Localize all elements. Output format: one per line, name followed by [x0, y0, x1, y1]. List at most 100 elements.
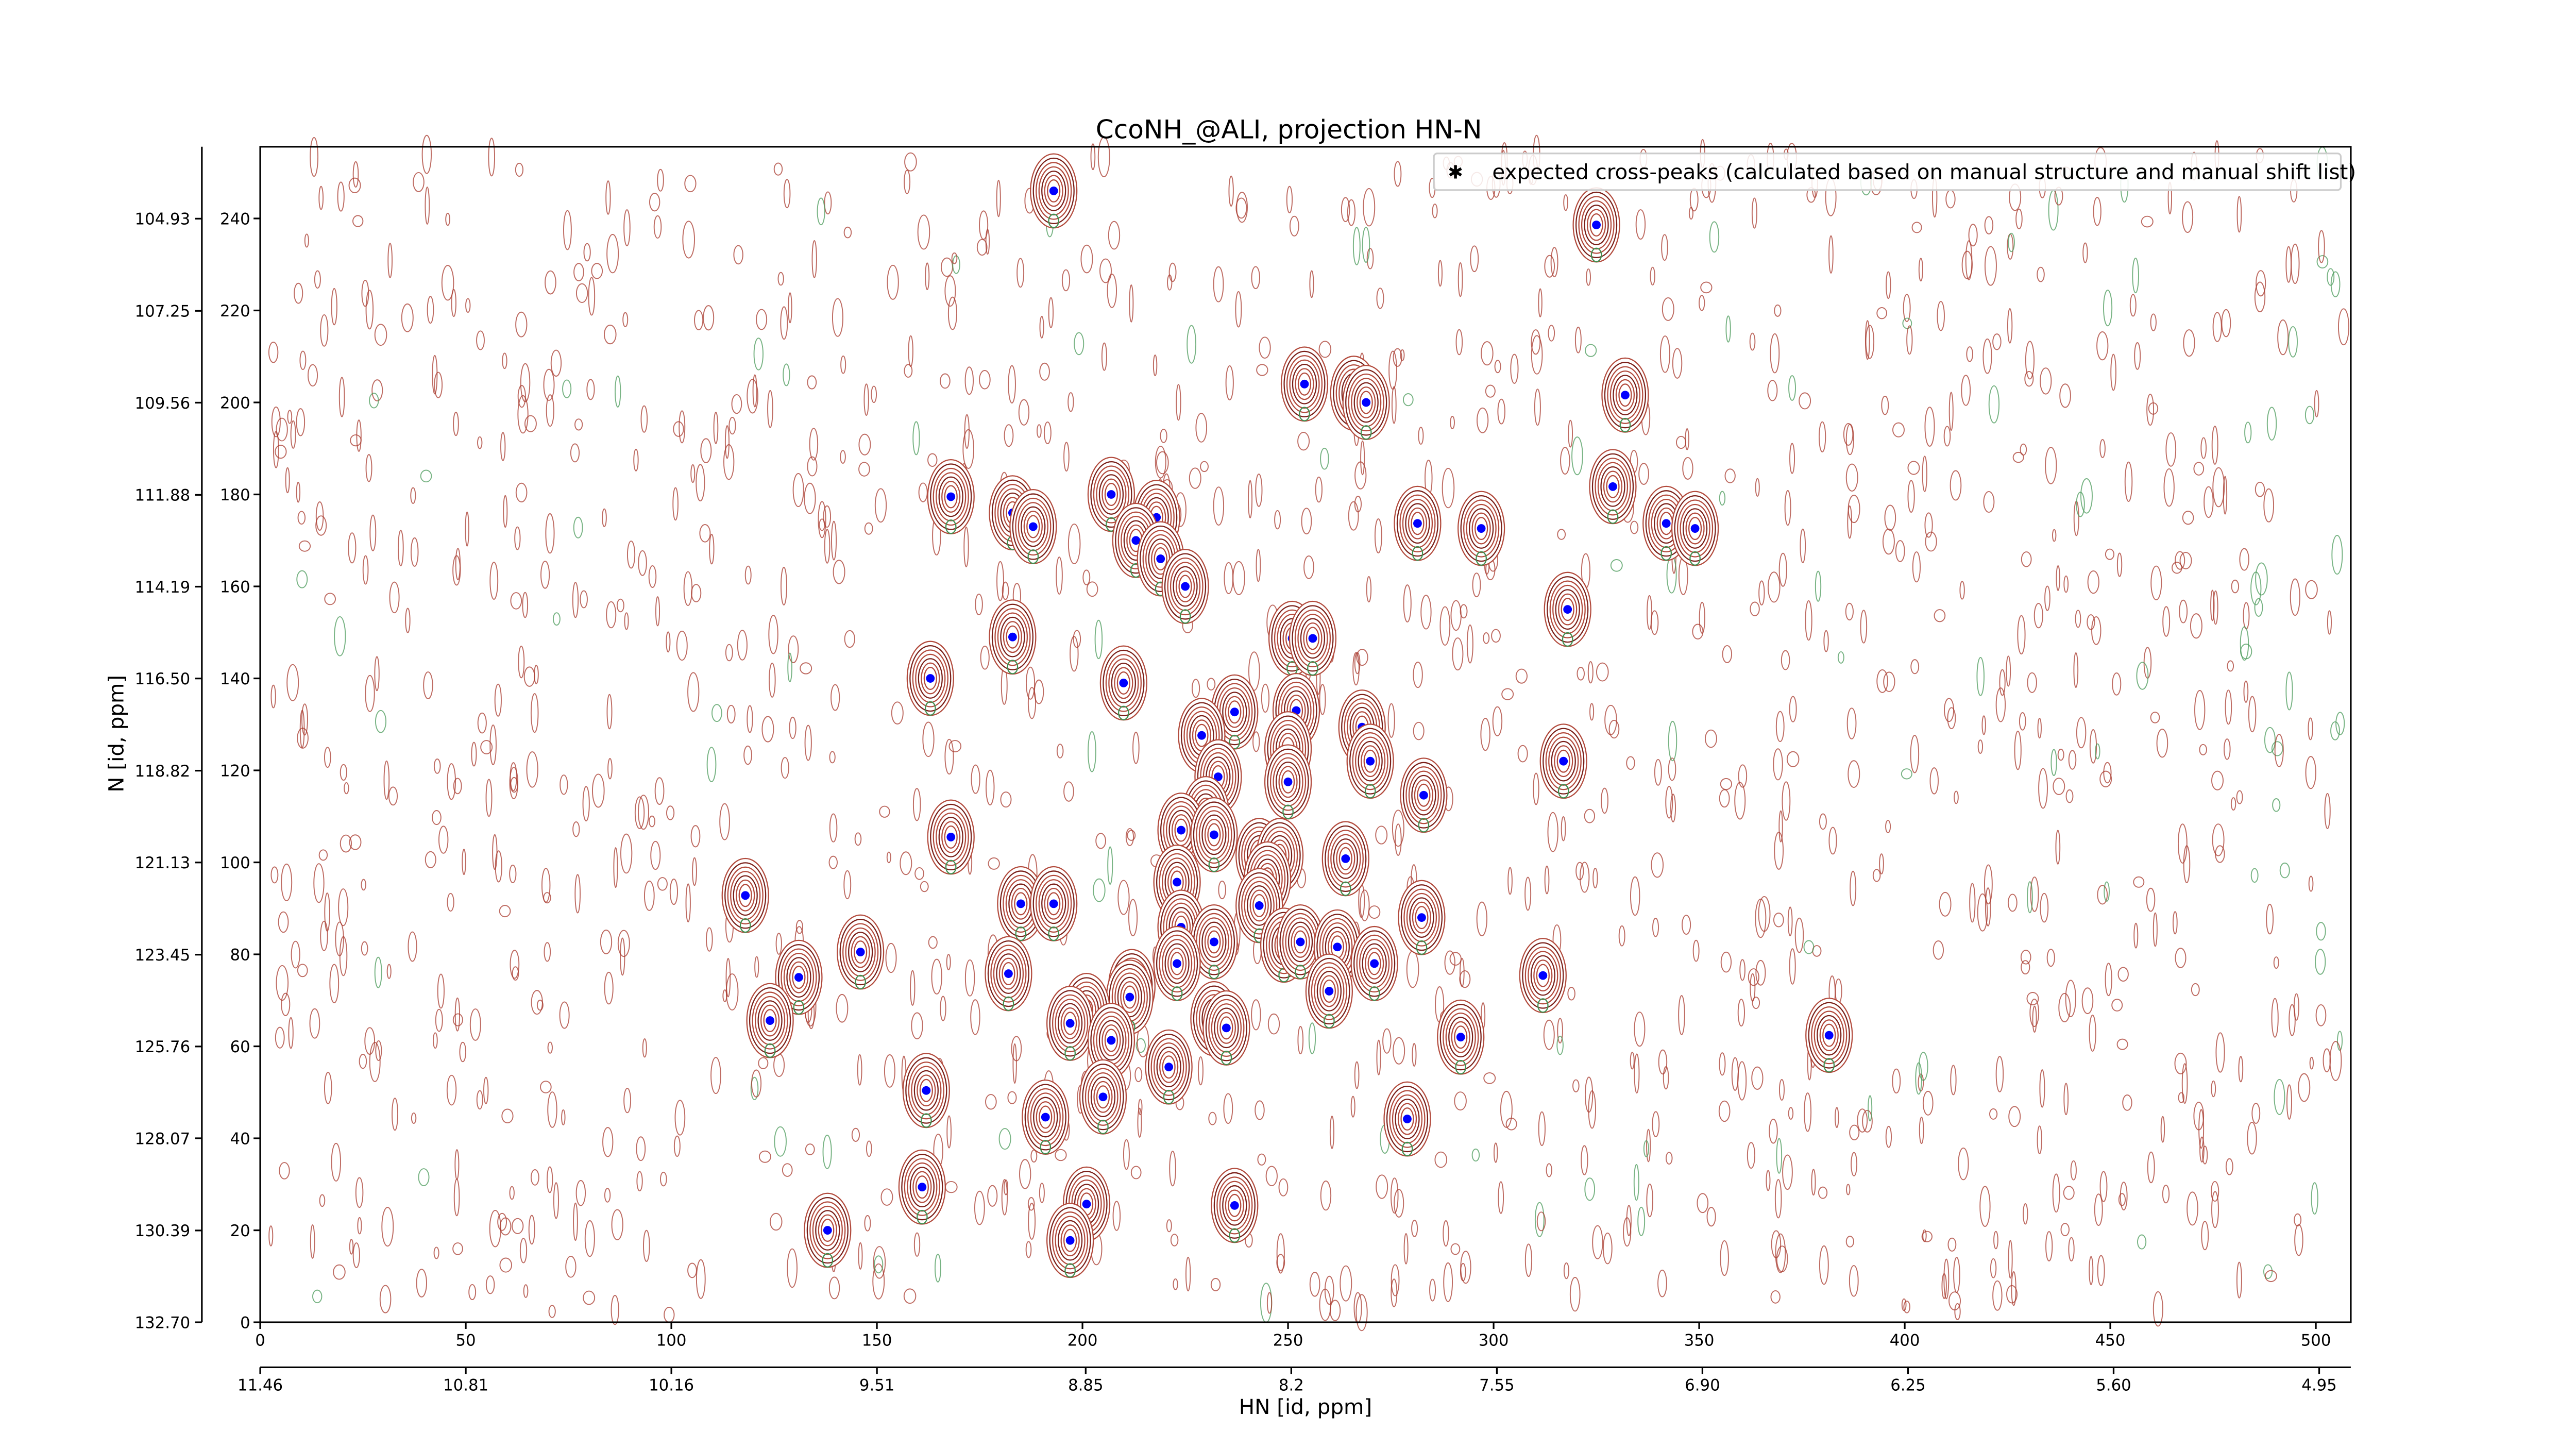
noise-contour	[1274, 510, 1281, 530]
noise-contour	[884, 1054, 895, 1088]
noise-contour	[586, 379, 595, 400]
peak-contour	[1395, 1099, 1420, 1139]
noise-contour	[1210, 1277, 1221, 1291]
cross-peak	[1559, 756, 1568, 766]
noise-contour	[962, 429, 975, 469]
peak-side-contour	[1401, 1141, 1413, 1156]
noise-contour	[1650, 266, 1655, 285]
noise-contour	[2048, 190, 2059, 231]
y-tick-label: 60	[230, 1038, 250, 1056]
x-tick-label: 50	[456, 1331, 476, 1350]
noise-contour	[573, 516, 583, 538]
peak-side-contour	[1368, 986, 1380, 1001]
noise-contour	[676, 630, 688, 661]
noise-contour	[2211, 1080, 2216, 1098]
noise-contour	[1137, 1107, 1142, 1138]
noise-contour	[447, 763, 456, 800]
noise-contour	[970, 999, 980, 1035]
noise-contour	[844, 630, 855, 648]
noise-contour	[976, 239, 988, 256]
noise-contour	[1297, 1026, 1304, 1055]
peak-contour	[1159, 1051, 1179, 1083]
cross-peak	[1049, 187, 1058, 195]
peak-contour	[918, 658, 943, 699]
peak	[989, 599, 1037, 675]
noise-contour	[488, 138, 496, 177]
noise-contour	[903, 1288, 917, 1304]
peak-side-contour	[739, 918, 751, 933]
peak-contour	[1397, 1103, 1417, 1135]
noise-contour	[2178, 1092, 2184, 1103]
noise-contour	[2291, 243, 2300, 284]
noise-contour	[1358, 884, 1365, 918]
noise-contour	[386, 964, 392, 979]
peak-side-contour	[1064, 1263, 1076, 1278]
noise-contour	[1720, 1240, 1729, 1276]
noise-contour	[1579, 862, 1590, 893]
noise-contour	[2039, 1069, 2045, 1108]
x2-tick-label: 11.46	[238, 1376, 283, 1395]
peak-contour	[1415, 906, 1429, 930]
noise-contour	[2236, 196, 2242, 233]
peak-contour	[854, 940, 868, 964]
peak-contour	[1358, 740, 1383, 782]
noise-contour	[2210, 589, 2215, 621]
noise-contour	[725, 973, 739, 1010]
noise-contour	[1561, 816, 1566, 841]
noise-contour	[270, 684, 276, 709]
noise-contour	[886, 851, 891, 864]
noise-contour	[437, 973, 445, 1009]
peak-contour	[789, 961, 809, 993]
noise-contour	[948, 740, 962, 753]
noise-contour	[1770, 1290, 1781, 1304]
cross-peak	[1107, 1036, 1116, 1045]
noise-contour	[1718, 1100, 1731, 1122]
noise-contour	[591, 263, 603, 279]
peak-contour	[1586, 209, 1606, 241]
noise-contour	[2026, 992, 2039, 1005]
noise-contour	[710, 1057, 721, 1094]
noise-contour	[541, 868, 551, 903]
peak-contour	[1269, 753, 1307, 811]
peak-contour	[1090, 1076, 1116, 1118]
peak-contour	[738, 884, 752, 907]
noise-contour	[1476, 901, 1488, 936]
noise-contour	[361, 941, 368, 956]
peak-contour	[919, 1079, 933, 1102]
noise-contour	[864, 522, 873, 535]
x2-tick-label: 4.95	[2301, 1376, 2336, 1395]
peak-contour	[1098, 1020, 1124, 1061]
noise-contour	[276, 417, 288, 442]
noise-contour	[1906, 325, 1913, 355]
noise-contour	[2314, 390, 2319, 417]
peak	[1030, 866, 1078, 941]
noise-contour	[1819, 813, 1827, 830]
noise-contour	[1043, 422, 1052, 445]
peak-contour	[1353, 930, 1396, 997]
noise-contour	[2181, 1063, 2188, 1104]
y2-tick-label: 104.93	[135, 210, 191, 229]
noise-contour	[2076, 492, 2085, 517]
peak-contour	[936, 472, 967, 521]
peak	[1280, 346, 1329, 422]
noise-contour	[364, 1027, 376, 1055]
noise-contour	[843, 870, 852, 900]
noise-contour	[499, 905, 511, 918]
noise-contour	[1845, 424, 1854, 456]
noise-contour	[1320, 447, 1329, 470]
noise-contour	[2097, 1255, 2105, 1286]
noise-contour	[340, 764, 347, 781]
peak-contour	[1058, 1220, 1083, 1261]
peak-contour	[1103, 649, 1145, 717]
noise-contour	[1073, 630, 1081, 648]
peak-contour	[1549, 580, 1586, 638]
noise-contour	[1876, 307, 1887, 319]
noise-contour	[1907, 480, 1915, 513]
noise-contour	[854, 832, 862, 846]
peak-contour	[1052, 994, 1089, 1053]
noise-contour	[1340, 1265, 1352, 1302]
noise-contour	[1574, 326, 1582, 353]
peak-contour	[1216, 1012, 1236, 1044]
noise-contour	[1851, 1152, 1858, 1176]
